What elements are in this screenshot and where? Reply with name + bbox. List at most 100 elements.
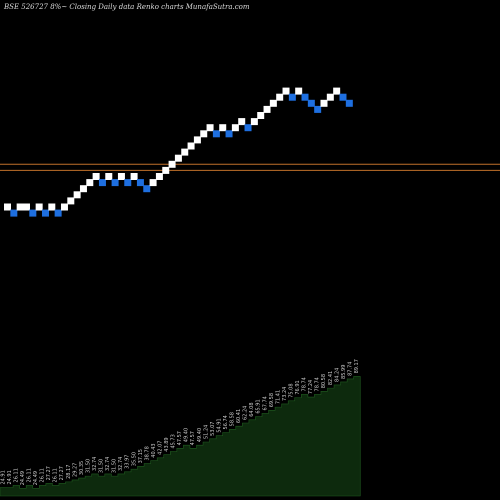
renko-brick-up: [174, 154, 182, 162]
volume-label: 58.58: [230, 412, 236, 426]
renko-brick-up: [193, 136, 201, 144]
renko-brick-down: [212, 130, 220, 138]
volume-label: 49.40: [197, 428, 203, 442]
volume-label: 65.91: [256, 399, 262, 413]
renko-brick-up: [35, 203, 43, 211]
renko-brick-down: [244, 124, 252, 132]
renko-brick-up: [282, 87, 290, 95]
volume-label: 77.24: [308, 380, 314, 394]
volume-label: 43.89: [164, 437, 170, 451]
renko-brick-up: [250, 118, 258, 126]
volume-label: 64.08: [249, 402, 255, 416]
renko-brick-up: [79, 185, 87, 193]
volume-label: 24.91: [0, 470, 6, 484]
volume-label: 49.40: [184, 428, 190, 442]
volume-label: 31.50: [85, 459, 91, 473]
volume-label: 47.57: [190, 431, 196, 445]
renko-brick-up: [168, 160, 176, 168]
renko-brick-up: [181, 148, 189, 156]
volume-label: 67.74: [262, 396, 268, 410]
renko-brick-up: [206, 124, 214, 132]
volume-label: 75.08: [288, 383, 294, 397]
renko-brick-up: [73, 191, 81, 199]
volume-label: 60.41: [236, 409, 242, 423]
renko-brick-up: [320, 99, 328, 107]
volume-area: [0, 376, 361, 497]
renko-brick-down: [29, 209, 37, 217]
renko-brick-down: [301, 93, 309, 101]
volume-label: 89.17: [354, 359, 360, 373]
volume-label: 31.50: [112, 459, 118, 473]
volume-label: 29.27: [72, 463, 78, 477]
renko-brick-down: [307, 99, 315, 107]
renko-brick-up: [16, 203, 24, 211]
renko-brick-down: [136, 179, 144, 187]
volume-label: 33.97: [125, 455, 131, 469]
volume-label: 42.07: [157, 441, 163, 455]
renko-brick-down: [98, 179, 106, 187]
volume-label: 37.15: [138, 449, 144, 463]
volume-label: 26.11: [53, 468, 59, 482]
renko-brick-up: [149, 179, 157, 187]
renko-brick-up: [326, 93, 334, 101]
volume-label: 73.24: [282, 387, 288, 401]
renko-brick-down: [288, 93, 296, 101]
volume-label: 78.74: [302, 377, 308, 391]
chart-title: BSE 526727 8%~ Closing Daily data Renko …: [4, 3, 250, 11]
volume-label: 53.07: [210, 422, 216, 436]
volume-label: 87.74: [347, 362, 353, 376]
renko-brick-down: [41, 209, 49, 217]
volume-label: 47.57: [177, 431, 183, 445]
renko-brick-up: [67, 197, 75, 205]
renko-brick-up: [48, 203, 56, 211]
renko-brick-down: [339, 93, 347, 101]
volume-label: 30.35: [79, 461, 85, 475]
volume-label: 78.74: [315, 377, 321, 391]
volume-label: 69.58: [269, 393, 275, 407]
volume-label: 24.49: [33, 471, 39, 485]
renko-brick-down: [54, 209, 62, 217]
renko-brick-up: [22, 203, 30, 211]
renko-brick-up: [92, 173, 100, 180]
volume-label: 76.91: [295, 380, 301, 394]
renko-brick-up: [333, 87, 341, 95]
renko-brick-down: [111, 179, 119, 187]
renko-brick-up: [276, 93, 284, 101]
renko-brick-up: [231, 124, 239, 132]
renko-brick-down: [10, 209, 18, 217]
renko-brick-up: [257, 112, 265, 119]
renko-brick-up: [187, 142, 195, 150]
volume-label: 56.74: [223, 415, 229, 429]
volume-label: 40.43: [151, 443, 157, 457]
volume-label: 27.27: [46, 466, 52, 480]
volume-label: 62.24: [243, 406, 249, 420]
volume-label: 24.49: [20, 471, 26, 485]
volume-label: 27.27: [59, 466, 65, 480]
renko-brick-down: [345, 99, 353, 107]
renko-brick-down: [143, 185, 151, 193]
renko-brick-up: [130, 173, 138, 180]
renko-brick-up: [295, 87, 303, 95]
renko-brick-up: [269, 99, 277, 107]
renko-brick-up: [263, 105, 271, 113]
volume-label: 84.24: [334, 368, 340, 382]
renko-brick-up: [60, 203, 68, 211]
renko-brick-up: [200, 130, 208, 138]
volume-label: 38.78: [144, 446, 150, 460]
volume-label: 32.74: [92, 457, 98, 471]
renko-brick-up: [117, 173, 125, 180]
volume-label: 32.74: [118, 457, 124, 471]
volume-label: 35.50: [131, 452, 137, 466]
renko-brick-up: [86, 179, 94, 187]
volume-label: 51.24: [203, 425, 209, 439]
volume-label: 28.17: [66, 465, 72, 479]
renko-brick-up: [219, 124, 227, 132]
volume-label: 26.11: [13, 468, 19, 482]
renko-brick-up: [155, 173, 163, 180]
volume-label: 54.91: [216, 418, 222, 432]
renko-brick-up: [4, 203, 11, 211]
volume-label: 31.50: [99, 459, 105, 473]
volume-label: 45.73: [171, 434, 177, 448]
volume-label: 26.11: [40, 468, 46, 482]
